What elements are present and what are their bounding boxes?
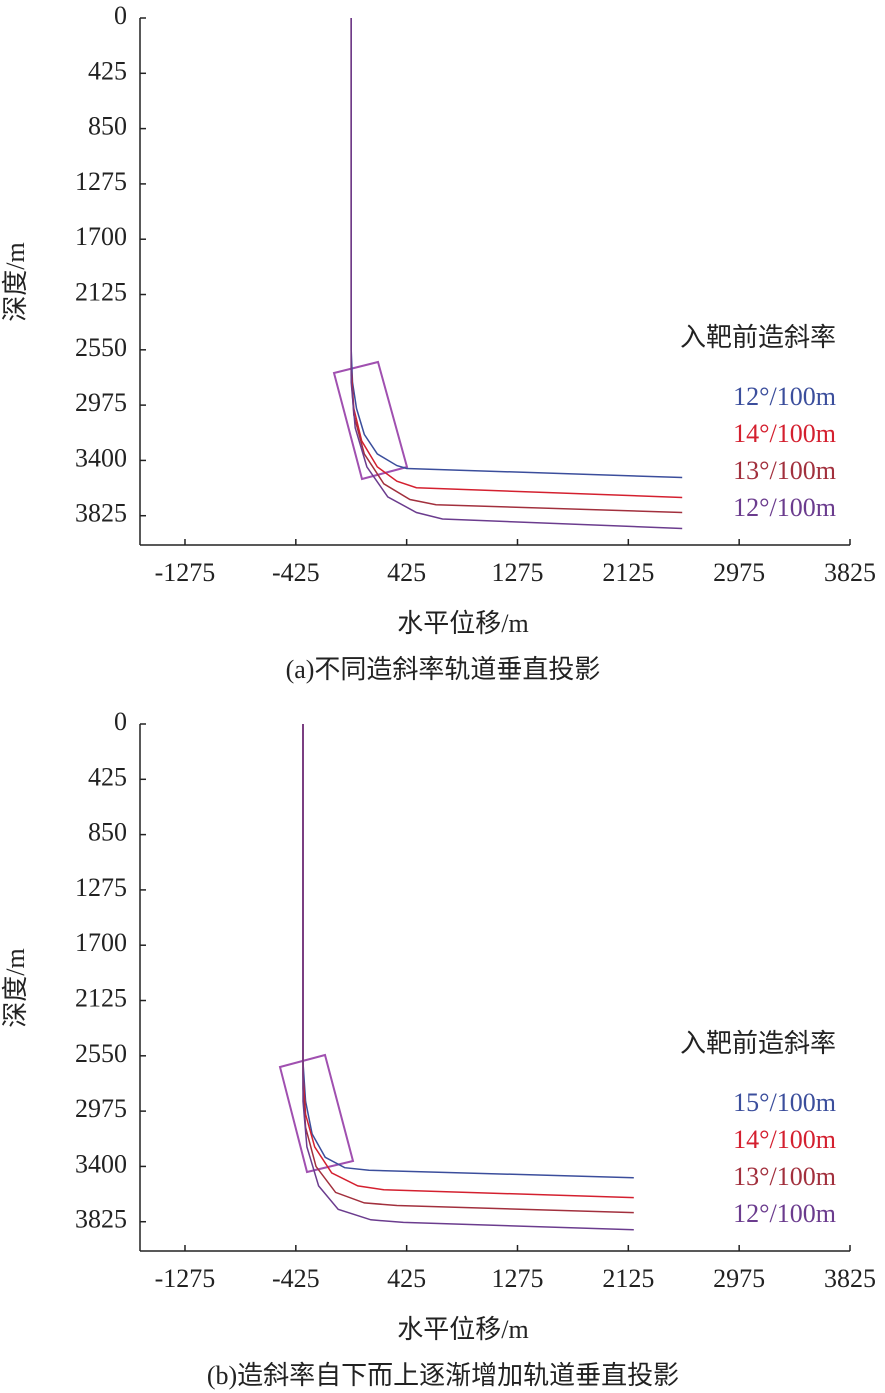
highlight-box — [332, 360, 409, 481]
series-line — [302, 724, 634, 1231]
series-line — [350, 18, 683, 499]
x-tick-label: 2975 — [713, 1264, 765, 1293]
chart-panel: 0 425 850 1275 1700 2125 2550 2975 3400 3825 -1275… — [1, 1, 876, 684]
y-axis-label: 深度/m — [1, 242, 30, 321]
y-tick-label: 2125 — [75, 277, 127, 306]
y-tick-label: 0 — [114, 1, 127, 30]
legend-entry: 12°/100m — [733, 493, 836, 522]
legend-entry: 12°/100m — [733, 1199, 836, 1228]
y-tick-label: 3825 — [75, 499, 127, 528]
legend-entry: 15°/100m — [733, 1088, 836, 1117]
x-tick-label: 2125 — [602, 1264, 654, 1293]
series-line — [350, 18, 683, 514]
y-tick-label: 2125 — [75, 983, 127, 1012]
x-tick-label: -1275 — [155, 558, 216, 587]
legend-entry: 14°/100m — [733, 419, 836, 448]
x-tick-label: 1275 — [491, 1264, 543, 1293]
series-line — [302, 724, 634, 1214]
caption: (b)造斜率自下而上逐渐增加轨道垂直投影 — [207, 1361, 679, 1390]
x-tick-label: -425 — [272, 558, 320, 587]
legend-entry: 13°/100m — [733, 456, 836, 485]
y-tick-label: 2975 — [75, 1094, 127, 1123]
y-tick-label: 2550 — [75, 1039, 127, 1068]
series-line — [302, 724, 634, 1199]
y-tick-label: 2975 — [75, 388, 127, 417]
y-tick-label: 1275 — [75, 167, 127, 196]
legend-entry: 12°/100m — [733, 382, 836, 411]
y-tick-label: 2550 — [75, 333, 127, 362]
x-tick-label: 425 — [387, 558, 426, 587]
chart-panel: 0 425 850 1275 1700 2125 2550 2975 3400 3825 -1275… — [1, 707, 876, 1390]
legend-entry: 13°/100m — [733, 1162, 836, 1191]
y-tick-label: 0 — [114, 707, 127, 736]
y-tick-label: 1700 — [75, 222, 127, 251]
x-axis-label: 水平位移/m — [397, 609, 528, 638]
x-tick-label: 2125 — [602, 558, 654, 587]
caption: (a)不同造斜率轨道垂直投影 — [286, 655, 601, 684]
x-tick-label: 425 — [387, 1264, 426, 1293]
x-axis-label: 水平位移/m — [397, 1315, 528, 1344]
highlight-box — [278, 1053, 355, 1174]
y-tick-label: 3400 — [75, 443, 127, 472]
series-line — [350, 18, 683, 479]
y-axis-label: 深度/m — [1, 948, 30, 1027]
x-tick-label: 3825 — [824, 558, 876, 587]
y-tick-label: 850 — [88, 112, 127, 141]
legend-title: 入靶前造斜率 — [680, 1029, 836, 1058]
y-tick-label: 3400 — [75, 1149, 127, 1178]
series-line — [302, 724, 634, 1179]
y-tick-label: 425 — [88, 762, 127, 791]
x-tick-label: -425 — [272, 1264, 320, 1293]
y-tick-label: 3825 — [75, 1205, 127, 1234]
x-tick-label: 3825 — [824, 1264, 876, 1293]
x-tick-label: 1275 — [491, 558, 543, 587]
legend-entry: 14°/100m — [733, 1125, 836, 1154]
x-tick-label: 2975 — [713, 558, 765, 587]
x-tick-label: -1275 — [155, 1264, 216, 1293]
y-tick-label: 1700 — [75, 928, 127, 957]
y-tick-label: 850 — [88, 818, 127, 847]
legend-title: 入靶前造斜率 — [680, 323, 836, 352]
y-tick-label: 1275 — [75, 873, 127, 902]
series-line — [350, 18, 683, 530]
y-tick-label: 425 — [88, 56, 127, 85]
